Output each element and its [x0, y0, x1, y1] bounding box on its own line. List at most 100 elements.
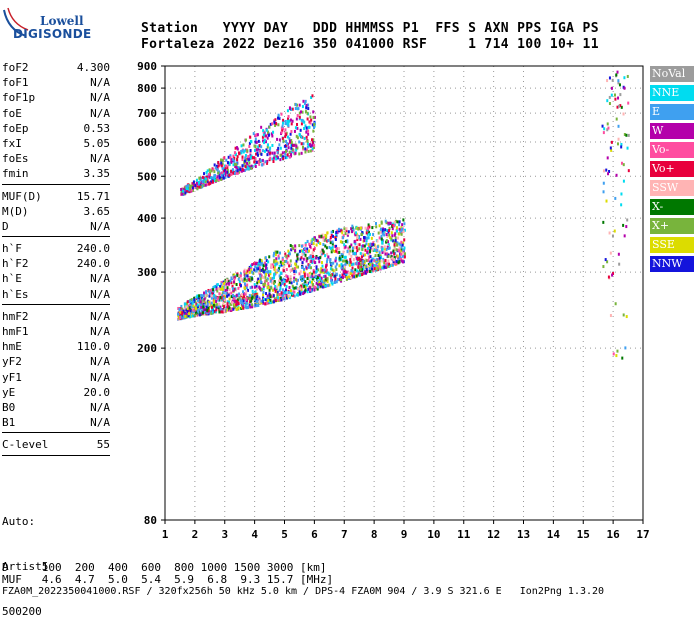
echo-point [249, 153, 252, 157]
echo-point [269, 270, 272, 274]
y-tick-label: 900 [137, 60, 157, 73]
echo-point [284, 288, 287, 292]
echo-point [311, 94, 314, 98]
echo-point [340, 266, 343, 270]
echo-point [306, 247, 309, 251]
echo-point [285, 259, 288, 263]
echo-point [340, 263, 343, 267]
echo-point [189, 306, 192, 310]
echo-point [257, 271, 260, 275]
echo-point [343, 265, 346, 269]
echo-point [401, 254, 404, 258]
param-value: 3.65 [83, 204, 111, 218]
param-row: hmE 110.0 [2, 339, 110, 354]
echo-point [393, 243, 396, 247]
echo-point [244, 165, 247, 169]
echo-point [186, 310, 189, 314]
echo-point [210, 180, 213, 184]
echo-point [383, 233, 386, 237]
echo-point [253, 156, 256, 160]
echo-point [370, 242, 373, 246]
echo-point [304, 124, 307, 128]
echo-point [273, 151, 276, 155]
echo-point [221, 308, 224, 312]
echo-point [263, 281, 266, 285]
echo-point [259, 274, 262, 278]
echo-point [351, 269, 354, 273]
echo-point [311, 277, 314, 281]
echo-point [191, 314, 194, 318]
echo-point [192, 299, 195, 303]
echo-point [348, 275, 351, 279]
echo-point [295, 148, 298, 152]
y-tick-label: 800 [137, 82, 157, 95]
echo-point [259, 287, 262, 291]
echo-point [227, 155, 230, 159]
echo-point [272, 156, 275, 160]
echo-point [313, 247, 316, 251]
echo-point [305, 283, 308, 287]
echo-point [357, 243, 360, 247]
echo-point [290, 268, 293, 272]
echo-point [321, 285, 324, 289]
echo-point [604, 258, 607, 262]
echo-point [244, 274, 247, 278]
echo-point [245, 271, 248, 275]
echo-point [191, 184, 194, 188]
echo-point [238, 296, 241, 300]
echo-point [210, 301, 213, 305]
echo-point [286, 109, 289, 113]
param-name: foF2 [2, 61, 29, 74]
echo-point [255, 294, 258, 298]
echo-point [270, 132, 273, 136]
echo-point [224, 167, 227, 171]
echo-point [259, 301, 262, 305]
echo-point [383, 265, 386, 269]
echo-point [230, 302, 233, 306]
echo-point [609, 314, 612, 318]
echo-point [222, 176, 225, 180]
echo-point [297, 252, 300, 256]
echo-point [217, 160, 220, 164]
echo-point [311, 141, 314, 145]
param-value: N/A [90, 106, 110, 120]
echo-point [242, 143, 245, 147]
echo-point [296, 282, 299, 286]
echo-point [390, 251, 393, 255]
echo-point [335, 247, 338, 251]
param-row: D N/A [2, 219, 110, 234]
echo-point [395, 229, 398, 233]
echo-point [338, 264, 341, 268]
echo-point [291, 292, 294, 296]
echo-point [310, 239, 313, 243]
echo-point [403, 222, 406, 226]
param-row: yF1 N/A [2, 370, 110, 385]
echo-point [230, 295, 233, 299]
echo-point [269, 279, 272, 283]
echo-point [608, 95, 611, 99]
echo-point [330, 262, 333, 266]
echo-point [213, 170, 216, 174]
echo-point [285, 145, 288, 149]
echo-point [258, 266, 261, 270]
echo-point [273, 281, 276, 285]
y-tick-label: 400 [137, 212, 157, 225]
echo-point [218, 176, 221, 180]
echo-point [248, 303, 251, 307]
param-row: hmF1 N/A [2, 324, 110, 339]
echo-point [273, 272, 276, 276]
echo-point [300, 142, 303, 146]
echo-point [337, 247, 340, 251]
echo-point [253, 148, 256, 152]
echo-point [355, 274, 358, 278]
echo-point [288, 264, 291, 268]
echo-point [318, 260, 321, 264]
echo-point [335, 267, 338, 271]
echo-point [229, 154, 232, 158]
echo-point [326, 257, 329, 261]
echo-point [608, 102, 611, 106]
echo-point [201, 296, 204, 300]
param-value: 110.0 [76, 340, 110, 354]
echo-point [261, 158, 264, 162]
echo-point [184, 191, 187, 195]
